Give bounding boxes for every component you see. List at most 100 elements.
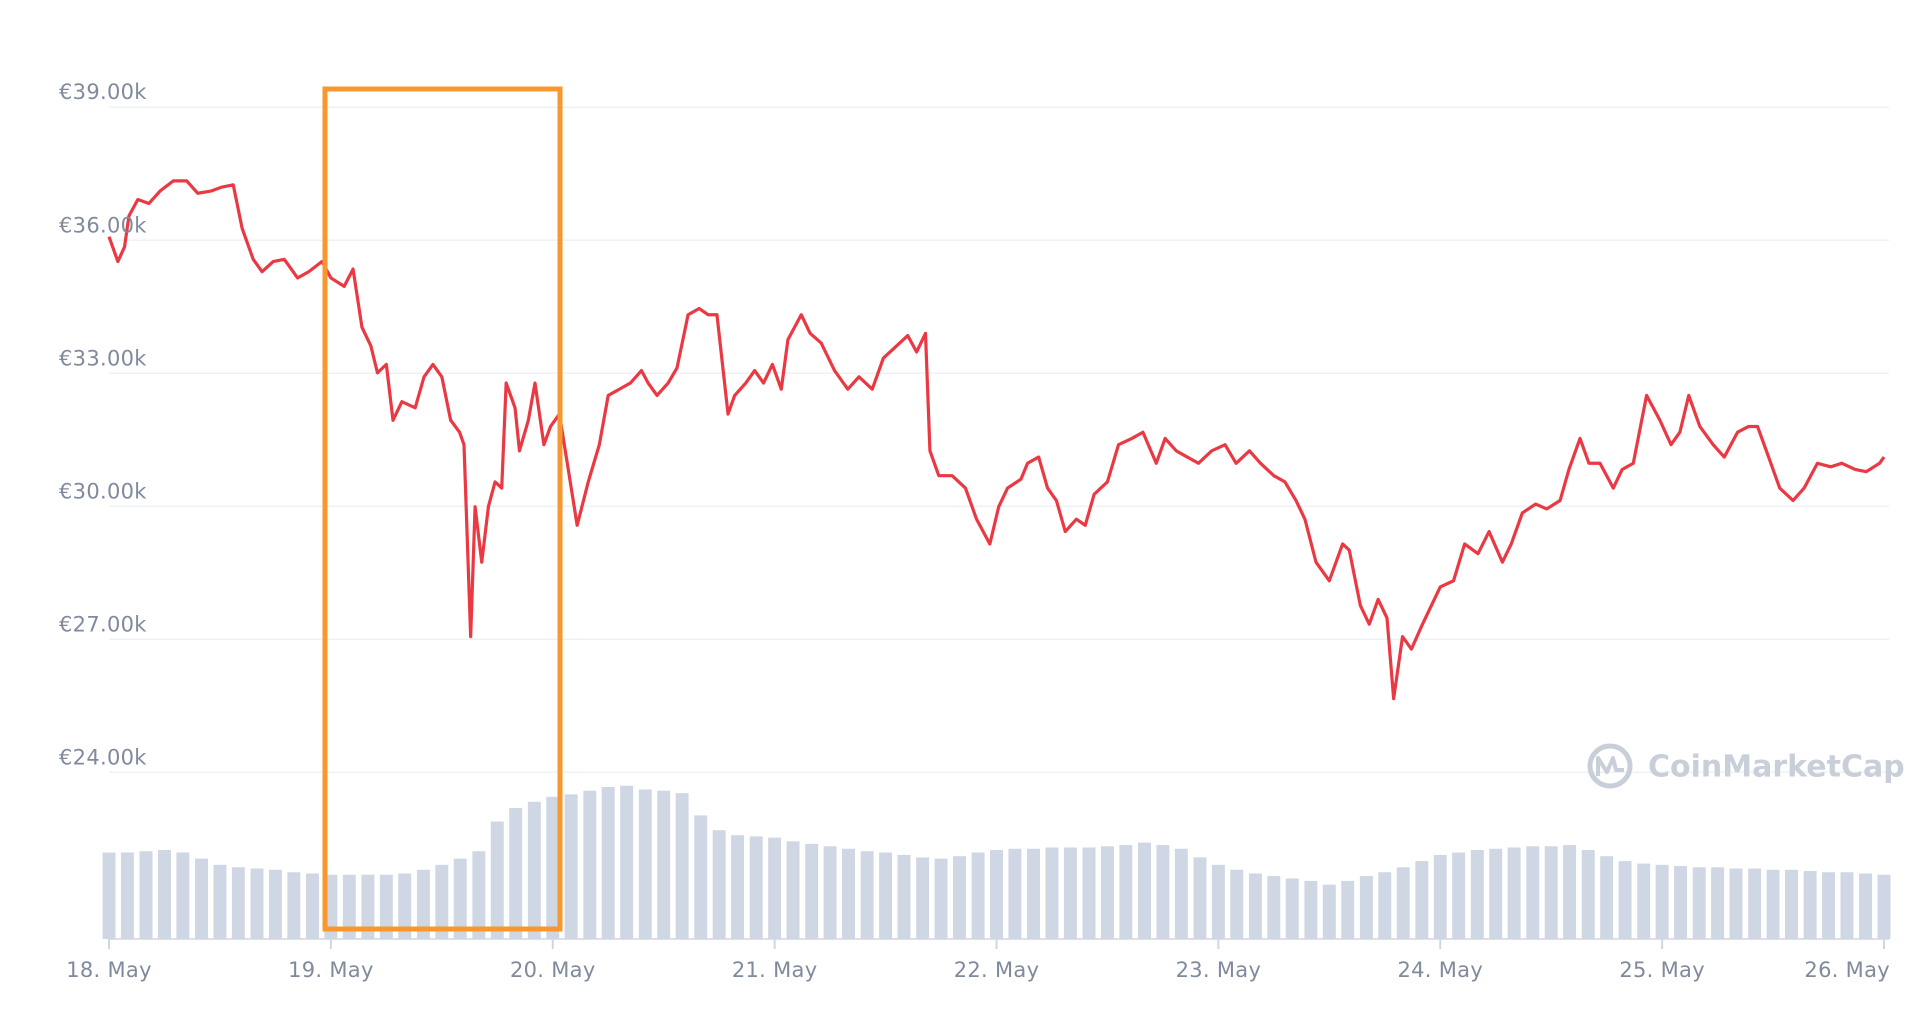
x-tick-label: 21. May — [732, 958, 818, 982]
volume-bar — [1637, 863, 1651, 939]
volume-bar — [1119, 845, 1133, 939]
watermark-text: CoinMarketCap — [1648, 750, 1905, 785]
y-tick-label: €30.00k — [59, 479, 147, 503]
volume-bar — [1655, 864, 1669, 939]
volume-bar — [1581, 849, 1595, 939]
grid — [109, 106, 1889, 774]
volume-bar — [1470, 849, 1484, 939]
volume-bar — [157, 849, 171, 939]
volume-bar — [213, 864, 227, 939]
x-tick-label: 22. May — [954, 958, 1040, 982]
x-tick-label: 24. May — [1397, 958, 1483, 982]
volume-bar — [1230, 869, 1244, 939]
volume-bar — [1840, 872, 1854, 939]
volume-bar — [620, 785, 634, 939]
y-tick-label: €36.00k — [59, 213, 147, 237]
volume-bar — [1507, 847, 1521, 939]
volume-bar — [1322, 884, 1336, 939]
x-tick-label: 23. May — [1176, 958, 1262, 982]
x-tick-label: 25. May — [1619, 958, 1705, 982]
volume-bar — [102, 852, 116, 939]
volume-bar — [1711, 867, 1725, 939]
volume-bar — [1748, 868, 1762, 939]
volume-bar — [120, 852, 134, 939]
volume-bar — [1138, 842, 1151, 939]
volume-bar — [546, 796, 560, 939]
volume-bar — [139, 851, 153, 939]
volume-bar — [1082, 847, 1096, 939]
y-tick-label: €24.00k — [59, 745, 147, 769]
volume-bar — [1211, 864, 1225, 939]
volume-bar — [1008, 848, 1022, 939]
watermark-logo-mark — [1596, 756, 1624, 776]
volume-bar — [1174, 848, 1188, 939]
price-line-layer — [107, 179, 1886, 701]
volume-bar — [638, 789, 652, 939]
volume-bars — [102, 785, 1891, 939]
volume-bar — [842, 848, 855, 939]
volume-bar — [176, 852, 190, 939]
volume-bar — [398, 873, 412, 939]
price-line — [107, 179, 1886, 701]
volume-bar — [472, 851, 486, 939]
volume-bar — [1267, 875, 1281, 939]
volume-bar — [952, 856, 966, 939]
volume-bar — [675, 793, 689, 939]
volume-bar — [749, 836, 763, 939]
volume-bar — [1877, 874, 1891, 939]
volume-bar — [435, 864, 449, 939]
volume-bar — [324, 874, 338, 939]
highlight-box — [322, 86, 563, 932]
volume-bar — [1359, 875, 1373, 939]
volume-bar — [1415, 861, 1429, 939]
ticks: €24.00k €27.00k €30.00k €33.00k €36.00k €39.0… — [59, 80, 1890, 982]
volume-bar — [1526, 846, 1540, 939]
volume-bar — [231, 867, 245, 939]
volume-bar — [342, 874, 356, 939]
volume-bar — [823, 846, 837, 939]
x-tick-label: 26. May — [1804, 958, 1890, 982]
watermark: CoinMarketCap — [1587, 743, 1905, 789]
volume-bar — [1785, 869, 1798, 939]
volume-bar — [287, 872, 301, 939]
volume-bar — [1285, 878, 1299, 939]
volume-bar — [509, 807, 523, 939]
volume-bar — [490, 821, 504, 939]
volume-bar — [1803, 871, 1817, 939]
volume-bar — [1193, 857, 1207, 939]
volume-bar — [712, 830, 726, 939]
y-tick-label: €33.00k — [59, 346, 147, 370]
watermark-logo — [1587, 743, 1633, 789]
volume-bar — [860, 851, 874, 939]
y-tick-label: €39.00k — [59, 80, 147, 104]
volume-bar — [897, 854, 911, 939]
volume-bar — [564, 794, 578, 939]
volume-bar — [1378, 872, 1392, 939]
volume-bar — [1396, 867, 1410, 939]
volume-bar — [786, 841, 800, 939]
volume-bar — [416, 869, 430, 939]
volume-bar — [731, 835, 745, 939]
volume-bar — [195, 858, 208, 939]
volume-bar — [305, 873, 319, 939]
volume-bar — [1045, 847, 1059, 939]
volume-bar — [1600, 856, 1614, 939]
volume-bar — [694, 815, 708, 939]
volume-bar — [268, 869, 282, 939]
volume-bar — [1452, 852, 1466, 939]
volume-bar — [361, 874, 375, 939]
volume-bar — [990, 849, 1003, 939]
volume-bar — [1489, 848, 1503, 939]
volume-bar — [1692, 867, 1706, 939]
volume-bar — [1544, 846, 1558, 939]
y-tick-label: €27.00k — [59, 612, 147, 636]
volume-bar — [1859, 873, 1873, 939]
volume-bar — [1027, 848, 1041, 939]
volume-bar — [934, 858, 948, 939]
volume-bar — [1563, 845, 1577, 939]
volume-bar — [971, 852, 985, 939]
volume-bar — [768, 837, 782, 939]
volume-bar — [1063, 847, 1077, 939]
